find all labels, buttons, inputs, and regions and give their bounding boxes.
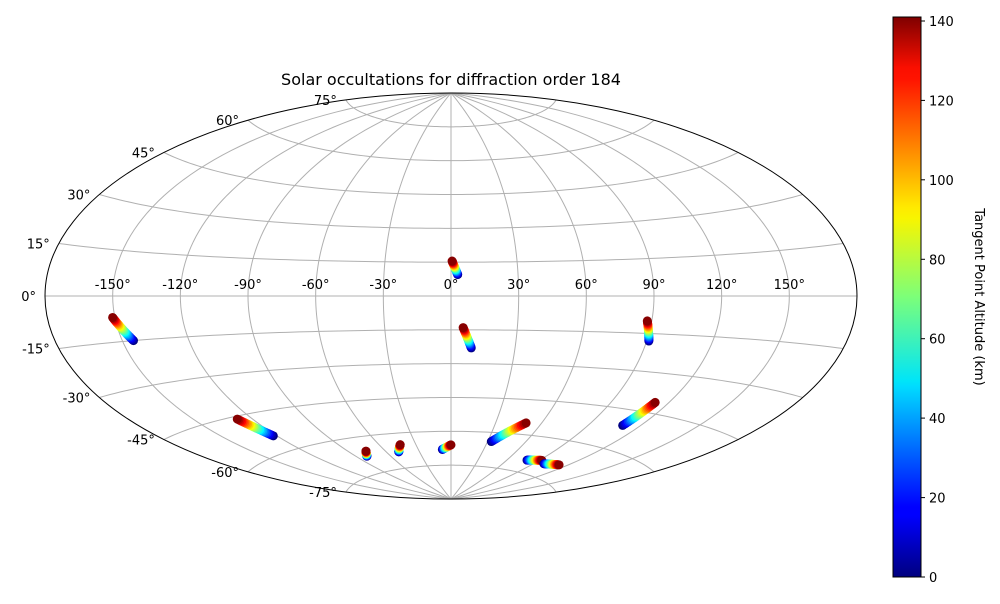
y-tick-label: 30° bbox=[67, 189, 90, 204]
colorbar-tick-label: 140 bbox=[929, 15, 954, 30]
x-tick-label: -60° bbox=[302, 278, 330, 293]
y-tick-label: -45° bbox=[127, 434, 155, 449]
grid-parallel bbox=[247, 430, 655, 473]
x-tick-label: 60° bbox=[575, 278, 598, 293]
occultation-track bbox=[447, 256, 463, 280]
x-tick-label: -30° bbox=[369, 278, 397, 293]
occultation-track bbox=[108, 312, 138, 346]
grid-parallel bbox=[163, 152, 739, 196]
occultation-track bbox=[458, 323, 476, 353]
occultation-track bbox=[539, 459, 564, 470]
data-point bbox=[446, 440, 456, 450]
data-point bbox=[232, 414, 242, 424]
colorbar-tick-label: 40 bbox=[929, 412, 946, 427]
colorbar-gradient bbox=[892, 16, 922, 578]
occultation-track bbox=[522, 455, 547, 465]
y-tick-label: -30° bbox=[63, 392, 91, 407]
grid-parallel bbox=[163, 396, 739, 440]
x-tick-label: 0° bbox=[444, 278, 459, 293]
y-tick-label: 15° bbox=[27, 238, 50, 253]
occultation-track bbox=[437, 440, 456, 454]
x-tick-label: -120° bbox=[162, 278, 198, 293]
colorbar-tick-label: 60 bbox=[929, 333, 946, 348]
grid-parallel bbox=[99, 363, 803, 398]
occultation-track bbox=[394, 440, 405, 457]
data-point bbox=[447, 256, 457, 266]
grid-parallel bbox=[247, 119, 655, 162]
grid-parallel bbox=[345, 99, 557, 128]
colorbar-tick-label: 20 bbox=[929, 492, 946, 507]
x-tick-labels: -150° -120° -90° -60° -30° 0° 30° 60° 90° 120° 150… bbox=[95, 278, 805, 293]
colorbar-label: Tangent Point Altitude (km) bbox=[971, 207, 986, 385]
data-point bbox=[521, 418, 531, 428]
data-points bbox=[108, 256, 660, 470]
x-tick-label: -90° bbox=[234, 278, 262, 293]
data-point bbox=[108, 312, 118, 322]
grid-parallel bbox=[99, 194, 803, 229]
y-tick-label: 60° bbox=[216, 114, 239, 129]
y-tick-label: 0° bbox=[21, 290, 36, 305]
occultation-track bbox=[486, 418, 531, 447]
chart-title: Solar occultations for diffraction order… bbox=[281, 70, 621, 89]
colorbar-ticks: 0 20 40 60 80 100 120 140 bbox=[921, 15, 954, 586]
y-tick-label: -75° bbox=[309, 486, 337, 501]
x-tick-label: 30° bbox=[507, 278, 530, 293]
grid-parallel bbox=[58, 329, 844, 350]
colorbar-tick-label: 80 bbox=[929, 253, 946, 268]
occultation-track bbox=[232, 414, 278, 441]
x-tick-label: 150° bbox=[774, 278, 805, 293]
y-tick-label: -60° bbox=[211, 466, 239, 481]
y-tick-labels: -75° -60° -45° -30° -15° 0° 15° 30° 45° 60° 75° bbox=[21, 94, 337, 501]
colorbar: 0 20 40 60 80 100 120 140 Tangent Point Altitud… bbox=[892, 15, 986, 586]
colorbar-tick-label: 100 bbox=[929, 174, 954, 189]
occultation-track bbox=[361, 446, 372, 461]
data-point bbox=[650, 397, 660, 407]
data-point bbox=[361, 446, 371, 456]
data-point bbox=[554, 460, 564, 470]
occultation-track bbox=[642, 316, 654, 346]
x-tick-label: 120° bbox=[706, 278, 737, 293]
data-point bbox=[458, 323, 468, 333]
y-tick-label: 45° bbox=[132, 147, 155, 162]
y-tick-label: -15° bbox=[22, 343, 50, 358]
data-point bbox=[395, 440, 405, 450]
grid-parallel bbox=[345, 464, 557, 493]
map-grid bbox=[45, 93, 857, 499]
y-tick-label: 75° bbox=[314, 94, 337, 109]
x-tick-label: -150° bbox=[95, 278, 131, 293]
data-point bbox=[642, 316, 652, 326]
colorbar-tick-label: 120 bbox=[929, 94, 954, 109]
map-frame bbox=[44, 92, 858, 500]
occultation-track bbox=[618, 397, 660, 430]
colorbar-tick-label: 0 bbox=[929, 571, 937, 586]
x-tick-label: 90° bbox=[642, 278, 665, 293]
